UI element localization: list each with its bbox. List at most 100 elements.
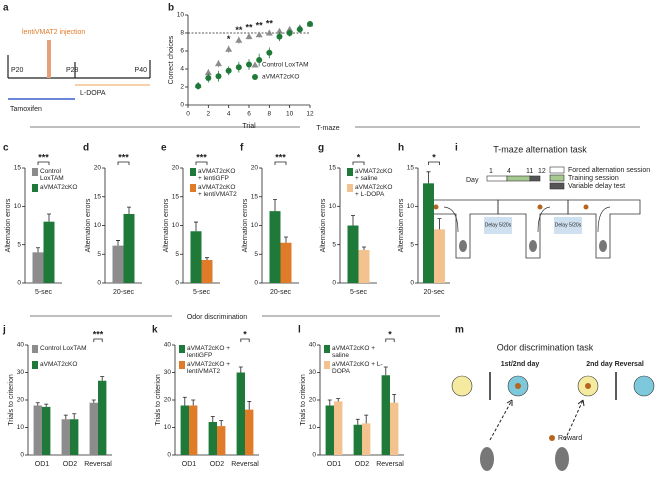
bar [358,250,370,283]
day-number: 4 [507,168,511,175]
y-axis-label: Alternation errors [5,198,12,252]
tamoxifen-label: Tamoxifen [10,106,42,113]
significance: * [432,152,436,162]
bar [61,419,70,455]
legend-swatch [549,166,565,174]
y-tick-label: 10 [17,424,25,431]
legend-swatch [190,168,196,176]
error-bar [205,257,209,260]
legend-label: aVMAT2cKO + saline [332,345,376,359]
arrow-head [577,399,585,407]
y-tick-label: 0 [20,452,24,459]
bar [381,375,390,455]
bar [353,424,362,455]
day-number: 1 [489,168,493,175]
x-tick-label: Reversal [84,461,112,468]
legend-label: aVMAT2cKO + L-DOPA [332,361,383,375]
x-tick-label: 10 [286,111,294,118]
x-tick-label: 0 [186,111,190,118]
reward-key [549,435,555,441]
significance: * [243,329,247,339]
bar [236,372,245,455]
reward-dot [515,383,521,389]
y-tick-label: 4 [180,66,184,73]
bar [33,405,42,455]
bar [280,242,292,283]
error-bar [437,218,442,230]
phase-label: 2nd day Reversal [586,361,644,368]
legend-swatch [549,182,565,190]
significance-bracket [240,338,250,342]
bar [325,405,334,455]
legend-entry: aVMAT2cKO + lentiGFP [179,345,241,359]
point [286,30,293,36]
legend-swatch [179,361,185,369]
section-title: Odor discrimination [187,314,247,321]
legend-swatch [190,184,196,192]
x-tick-label: OD1 [35,461,50,468]
error-bar [327,399,332,406]
error-bar [72,413,77,420]
point [245,33,253,40]
point [246,61,252,68]
y-axis-label: Alternation errors [320,198,327,252]
bar [434,229,445,283]
y-tick-label: 0 [312,452,316,459]
age-label: P28 [66,67,79,74]
y-tick-label: 0 [175,280,179,287]
y-tick-label: 20 [309,397,317,404]
legend-label: aVMAT2cKO + lentiVMAT2 [187,361,231,375]
error-bar [47,213,51,222]
significance-bracket [93,338,103,342]
error-bar [191,399,196,406]
point [266,49,273,56]
significance: *** [93,329,104,339]
legend-label: aVMAT2cKO [40,184,78,191]
y-tick-label: 0 [410,280,414,287]
significance: *** [38,152,49,162]
y-tick-label: 5 [97,251,101,258]
y-tick-label: 0 [332,280,336,287]
x-tick-label: 5-sec [193,289,211,296]
x-tick-label: 20-sec [113,289,135,296]
bar [180,405,189,455]
panel-label: k [152,325,158,336]
x-tick-label: 4 [227,111,231,118]
y-tick-label: 6 [180,48,184,55]
y-tick-label: 15 [251,193,259,200]
legend-swatch [324,345,330,353]
arrow-head [506,399,513,406]
error-bar [364,414,369,424]
y-axis-label: Alternation errors [163,198,170,252]
legend-label: Forced alternation session [568,167,650,174]
legend-swatch [179,345,185,353]
y-tick-label: 10 [309,424,317,431]
y-axis-label: Correct choices [168,35,175,84]
legend-marker [251,61,259,68]
x-tick-label: 12 [306,111,314,118]
delay-block [529,175,541,182]
error-bar [355,418,360,425]
y-tick-label: 15 [407,165,415,172]
bar [43,221,55,283]
x-tick-label: 5-sec [35,289,53,296]
panel-label: a [3,3,9,14]
significance: * [388,329,392,339]
point [225,45,233,52]
error-bar [284,236,288,243]
bar [189,405,198,455]
legend-label: aVMAT2cKO + saline [355,168,393,182]
bar [98,380,107,455]
day-number: 12 [538,168,546,175]
legend-label: Training session [568,175,619,182]
point [195,83,202,90]
legend-entry: aVMAT2cKO [32,361,94,369]
error-bar [35,402,40,406]
significance: ** [256,20,264,30]
error-bar [426,171,431,184]
panel-label: l [298,325,301,336]
point [235,64,242,71]
significance: ** [235,25,243,35]
legend-label: aVMAT2cKO + lentiGFP [198,168,236,182]
panel-label: g [318,143,324,154]
